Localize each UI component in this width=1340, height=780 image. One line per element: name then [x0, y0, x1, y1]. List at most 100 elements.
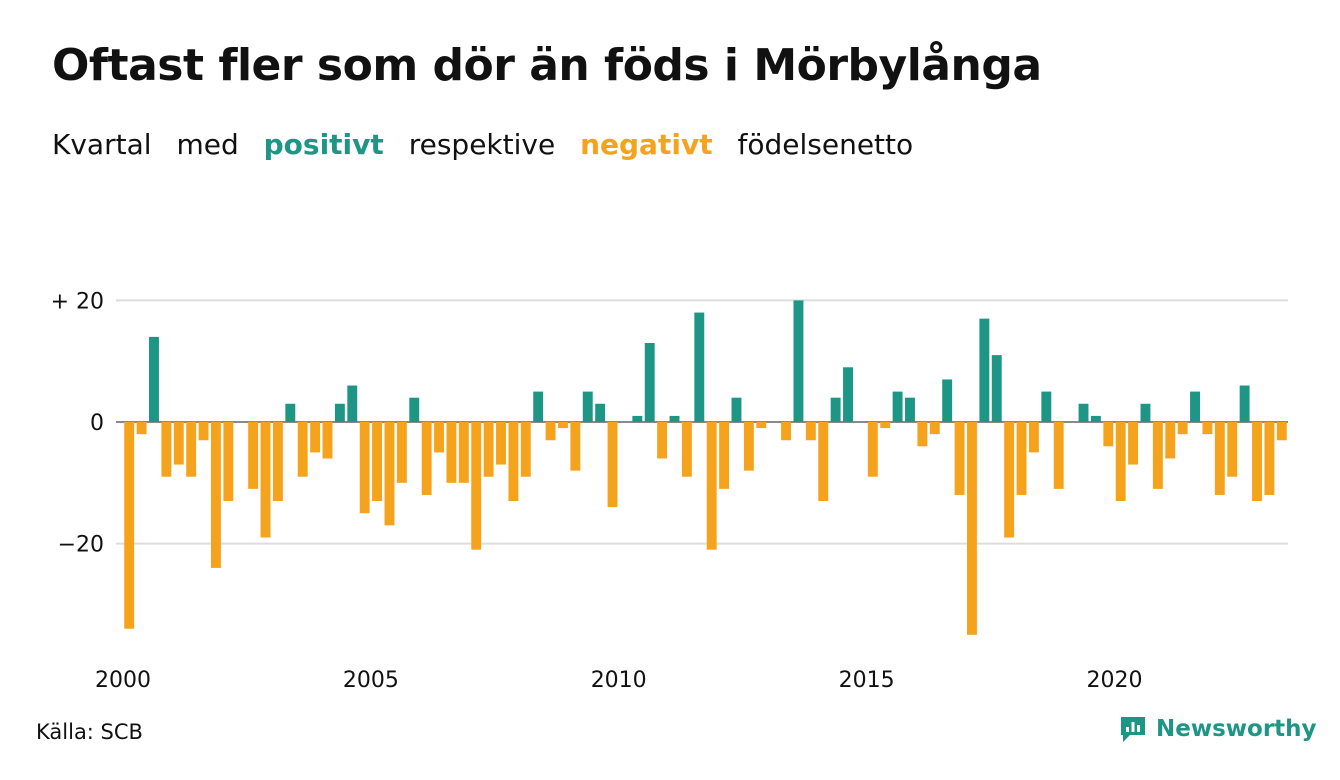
- bar-negative: [1016, 422, 1027, 495]
- bar-negative: [496, 422, 506, 465]
- subtitle-word: respektive: [408, 128, 556, 161]
- bar-negative: [719, 422, 730, 489]
- bar-negative: [1227, 422, 1238, 477]
- bar-negative: [570, 422, 581, 471]
- source-note: Källa: SCB: [36, 720, 143, 744]
- bar-negative: [880, 422, 891, 429]
- bar-negative: [359, 422, 370, 514]
- bar-negative: [458, 422, 469, 483]
- y-tick-label: + 20: [51, 289, 104, 314]
- bar-negative: [545, 422, 556, 441]
- y-tick-label: 0: [90, 411, 104, 436]
- brand-logo: Newsworthy: [1118, 714, 1317, 744]
- bar-negative: [434, 422, 444, 453]
- bar-negative: [1264, 422, 1275, 495]
- x-axis-labels: 2000 2005 2010 2015 2020: [95, 668, 1143, 693]
- subtitle-word: med: [176, 128, 239, 161]
- bar-negative: [706, 422, 717, 550]
- bar-positive: [991, 355, 1002, 422]
- bar-positive: [644, 342, 655, 422]
- bar-negative: [260, 422, 271, 538]
- bar-negative: [967, 422, 977, 635]
- bar-positive: [285, 403, 296, 422]
- chart-subtitle: Kvartal med positivt respektive negativt…: [52, 128, 929, 161]
- bar-negative: [929, 422, 940, 435]
- bar-positive: [942, 379, 953, 422]
- bar-positive: [843, 367, 853, 422]
- bar-negative: [1152, 422, 1163, 489]
- subtitle-positive-label: positivt: [263, 128, 384, 161]
- bar-negative: [384, 422, 395, 526]
- bar-positive: [669, 415, 680, 422]
- x-tick-label: 2000: [95, 668, 151, 693]
- bar-negative: [756, 422, 767, 429]
- bar-positive: [1090, 415, 1101, 422]
- y-tick-label: −20: [58, 533, 104, 558]
- subtitle-negative-label: negativt: [580, 128, 713, 161]
- bar-negative: [136, 422, 147, 435]
- bar-positive: [731, 397, 742, 422]
- bar-negative: [186, 422, 197, 477]
- bar-negative: [483, 422, 494, 477]
- bar-negative: [558, 422, 568, 429]
- bar-positive: [979, 318, 990, 422]
- bar-positive: [334, 403, 345, 422]
- bar-positive: [595, 403, 606, 422]
- bar-negative: [446, 422, 457, 483]
- bar-negative: [198, 422, 209, 441]
- bar-negative: [210, 422, 221, 568]
- bar-negative: [954, 422, 965, 495]
- subtitle-word: Kvartal: [52, 128, 152, 161]
- bar-negative: [1053, 422, 1064, 489]
- bar-negative: [1103, 422, 1114, 447]
- bar-negative: [223, 422, 234, 502]
- bar-negative: [657, 422, 668, 459]
- bar-negative: [1128, 422, 1139, 465]
- bar-positive: [582, 391, 593, 422]
- bar-negative: [681, 422, 692, 477]
- x-tick-label: 2005: [343, 668, 399, 693]
- newsworthy-logo-icon: [1121, 717, 1145, 742]
- bar-positive: [149, 336, 159, 422]
- bar-negative: [867, 422, 878, 477]
- bar-negative: [818, 422, 829, 502]
- bar-positive: [1078, 403, 1089, 422]
- bar-negative: [1165, 422, 1176, 459]
- bar-negative: [917, 422, 928, 447]
- bar-negative: [372, 422, 383, 502]
- bar-positive: [1190, 391, 1200, 422]
- x-tick-label: 2020: [1087, 668, 1143, 693]
- brand-name: Newsworthy: [1156, 716, 1317, 742]
- bar-positive: [694, 312, 705, 422]
- bar-positive: [830, 397, 841, 422]
- bar-positive: [533, 391, 544, 422]
- bars: [124, 300, 1287, 635]
- bar-positive: [1239, 385, 1250, 422]
- bar-negative: [1252, 422, 1262, 502]
- bar-positive: [1140, 403, 1151, 422]
- bar-negative: [1276, 422, 1287, 441]
- chart-title: Oftast fler som dör än föds i Mörbylånga: [52, 40, 1042, 91]
- bar-positive: [793, 300, 804, 422]
- bar-negative: [743, 422, 754, 471]
- bar-negative: [248, 422, 259, 489]
- bar-negative: [310, 422, 321, 453]
- bar-positive: [409, 397, 420, 422]
- bar-negative: [1115, 422, 1126, 502]
- bar-negative: [805, 422, 816, 441]
- subtitle-word: födelsenetto: [737, 128, 914, 161]
- x-tick-label: 2010: [591, 668, 647, 693]
- bar-positive: [1041, 391, 1052, 422]
- bar-negative: [1177, 422, 1188, 435]
- bar-negative: [1004, 422, 1015, 538]
- bar-positive: [905, 397, 915, 422]
- bar-negative: [781, 422, 792, 441]
- bar-negative: [173, 422, 184, 465]
- bar-positive: [892, 391, 903, 422]
- bar-negative: [161, 422, 172, 477]
- bar-negative: [1214, 422, 1225, 495]
- bar-negative: [396, 422, 407, 483]
- bar-negative: [421, 422, 432, 495]
- bar-negative: [124, 422, 135, 629]
